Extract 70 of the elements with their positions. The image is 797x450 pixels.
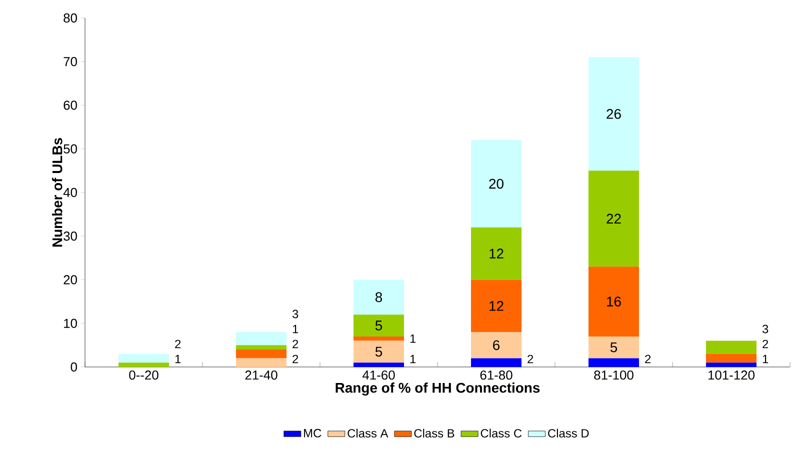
y-axis-title: Number of ULBs [52,138,62,247]
bar [588,336,640,358]
x-tick-label: 0--20 [129,370,158,380]
x-axis-title: Range of % of HH Connections [336,382,540,396]
bar [588,57,640,171]
bar [470,227,522,280]
legend-label: Class A [348,428,388,438]
bar [470,358,522,367]
data-label: 26 [606,109,621,119]
bar [588,170,640,267]
bar [588,358,640,367]
data-label: 1 [175,354,181,364]
data-label: 2 [292,354,298,364]
data-label: 2 [762,340,768,348]
y-tick-label: 70 [64,57,77,66]
x-tick-label: 61-80 [480,370,512,380]
data-label: 8 [375,292,382,302]
bar [236,350,287,358]
data-label: 5 [610,342,618,352]
y-tick-label: 10 [64,318,77,328]
y-tick-label: 0 [70,362,77,372]
data-label: 6 [493,340,500,350]
bar [588,266,640,336]
bar [353,314,404,336]
data-label: 5 [375,320,382,330]
bar [353,336,404,341]
data-label: 12 [490,301,504,311]
data-label: 2 [292,340,298,348]
data-label: 20 [489,178,504,189]
x-tick-label: 81-100 [594,370,634,380]
legend-label: MC [304,428,322,438]
y-tick-label: 80 [64,13,77,23]
legend-label: Class B [414,428,454,438]
y-tick-label: 30 [64,232,77,241]
bar [236,345,287,350]
data-label: 3 [762,324,768,334]
x-tick-label: 21-40 [245,370,278,380]
data-label: 1 [410,354,416,364]
data-label: 3 [292,310,298,318]
y-tick-label: 40 [63,188,77,198]
bar [706,354,757,363]
data-label: 2 [528,354,534,364]
bar [236,358,287,367]
bar [470,332,522,358]
data-label: 12 [490,248,504,258]
bar [353,362,404,367]
y-tick-label: 20 [64,275,77,284]
bar [706,362,757,367]
bar [118,354,170,363]
data-label: 5 [375,346,382,357]
x-tick-label: 41-60 [362,370,395,380]
legend-label: Class D [548,428,589,438]
data-label: 1 [292,324,298,334]
bar [470,140,522,228]
bar [470,280,522,332]
y-tick-label: 60 [64,100,77,110]
y-tick-label: 50 [64,144,77,154]
bar [706,340,757,354]
data-label: 2 [175,340,181,348]
data-label: 2 [645,354,651,364]
bar [118,362,170,367]
bar [353,340,404,363]
bar [353,280,404,315]
data-label: 1 [762,354,768,364]
data-label: 22 [606,214,621,224]
data-label: 16 [607,296,621,306]
bar [236,332,287,346]
legend-label: Class C [480,428,522,438]
x-tick-label: 101-120 [708,370,755,380]
data-label: 1 [410,334,416,343]
